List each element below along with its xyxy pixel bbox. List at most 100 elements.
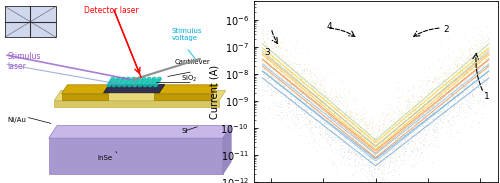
Point (464, 87, 472, 90)
Point (282, 75, 290, 78)
Point (318, 78, 326, 81)
Point (334, 117, 342, 120)
Point (296, 89, 304, 92)
Point (347, 150, 355, 153)
Point (277, 56, 285, 59)
Point (453, 113, 461, 116)
Point (278, 77, 285, 80)
Point (438, 115, 446, 118)
Point (363, 145, 371, 147)
Point (440, 70, 448, 72)
Point (298, 88, 306, 91)
Point (400, 146, 408, 149)
Point (428, 161, 436, 164)
Point (367, 174, 375, 177)
Point (273, 113, 281, 116)
Point (460, 109, 468, 111)
Point (394, 99, 402, 102)
Point (377, 156, 385, 159)
Point (368, 178, 376, 180)
Point (396, 107, 404, 110)
Point (318, 117, 326, 119)
Point (472, 65, 480, 68)
Point (480, 92, 488, 95)
Point (456, 108, 464, 111)
Point (451, 81, 459, 84)
Point (270, 80, 278, 83)
Point (432, 125, 440, 128)
Point (330, 122, 338, 124)
Point (328, 118, 336, 121)
Point (417, 107, 425, 110)
Point (420, 120, 428, 123)
Point (439, 117, 447, 120)
Point (324, 137, 332, 140)
Point (265, 93, 273, 96)
Point (353, 145, 361, 148)
Point (300, 62, 308, 65)
Point (414, 136, 422, 139)
Point (325, 93, 333, 96)
Point (471, 38, 479, 41)
Point (374, 167, 382, 170)
Point (307, 121, 315, 124)
Point (341, 120, 349, 123)
Point (270, 51, 278, 54)
Point (317, 83, 325, 86)
Point (464, 74, 472, 76)
Point (402, 100, 410, 103)
Point (269, 68, 277, 71)
Point (420, 103, 428, 106)
Point (468, 96, 475, 98)
Point (314, 94, 322, 97)
Point (338, 156, 346, 159)
Point (382, 159, 390, 162)
Point (292, 69, 300, 72)
Point (323, 71, 331, 74)
Point (290, 113, 298, 116)
Point (374, 167, 382, 170)
Point (312, 118, 320, 121)
Point (320, 133, 328, 136)
Point (432, 76, 440, 79)
Point (467, 60, 475, 63)
Point (476, 57, 484, 59)
Point (367, 126, 375, 129)
Point (430, 77, 438, 80)
Point (394, 113, 402, 116)
Point (392, 122, 400, 125)
Point (392, 134, 400, 137)
Point (464, 66, 471, 69)
Point (345, 124, 353, 126)
Point (398, 115, 406, 118)
Point (331, 123, 339, 126)
Point (454, 61, 462, 64)
Point (422, 120, 430, 123)
Point (322, 116, 330, 119)
Point (374, 154, 382, 157)
Point (406, 104, 414, 107)
Point (472, 60, 480, 63)
Point (281, 96, 289, 99)
Point (446, 81, 454, 84)
Point (276, 85, 284, 88)
Point (477, 49, 485, 52)
Point (452, 91, 460, 94)
Point (440, 89, 448, 92)
Point (334, 117, 342, 119)
Point (314, 105, 322, 108)
Point (456, 80, 464, 83)
Point (340, 150, 347, 153)
Point (343, 127, 351, 130)
Point (372, 146, 380, 149)
Point (478, 44, 486, 47)
Point (380, 180, 388, 183)
Point (282, 90, 290, 93)
Point (293, 88, 301, 91)
Point (344, 140, 351, 143)
Point (260, 33, 268, 36)
Point (388, 137, 396, 140)
Point (366, 160, 374, 163)
Point (374, 161, 382, 164)
Point (299, 122, 307, 125)
